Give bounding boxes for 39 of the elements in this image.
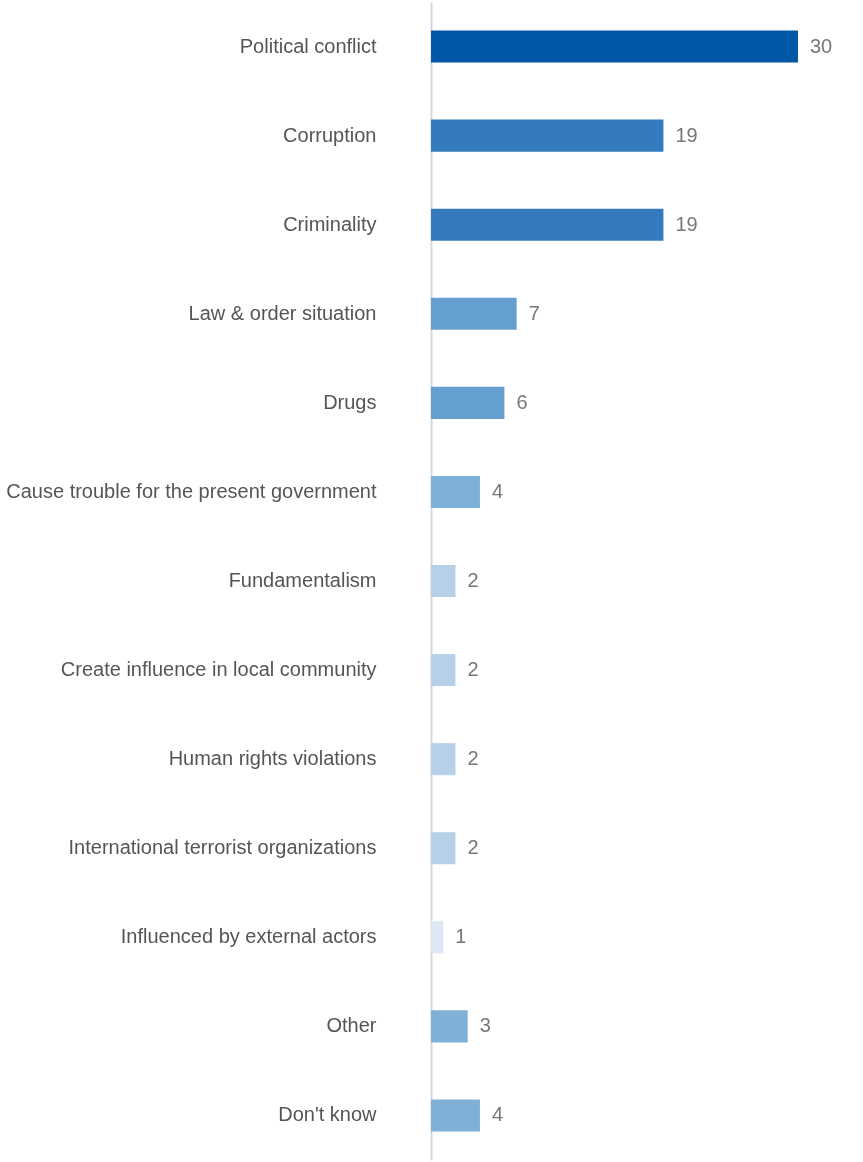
y-tick-label: Other [326, 1014, 377, 1037]
y-tick-label: Don't know [278, 1103, 378, 1126]
y-tick-label: Influenced by external actors [120, 925, 377, 948]
y-tick-label: Drugs [323, 390, 377, 413]
data-label: 2 [467, 658, 479, 681]
y-tick-label: Fundamentalism [228, 569, 377, 591]
bar [431, 654, 456, 687]
data-label: 2 [467, 747, 479, 770]
bar [431, 30, 798, 63]
data-label: 7 [528, 301, 540, 324]
data-label: 2 [467, 836, 479, 859]
y-tick-label: Law & order situation [188, 301, 377, 324]
bar [431, 1010, 468, 1043]
bar [431, 1099, 480, 1132]
bar [431, 475, 480, 508]
data-label: 2 [467, 569, 479, 591]
data-label: 30 [810, 34, 833, 57]
data-label: 19 [675, 123, 698, 146]
data-label: 19 [675, 212, 698, 235]
data-label: 3 [479, 1014, 491, 1037]
bar [431, 564, 456, 598]
y-tick-label: Cause trouble for the present government [6, 479, 377, 502]
bar [431, 921, 444, 954]
data-label: 4 [491, 479, 504, 502]
data-label: 6 [516, 390, 528, 413]
bar [431, 208, 664, 241]
y-tick-label: Criminality [283, 212, 377, 235]
y-tick-label: Corruption [283, 123, 377, 146]
bar [431, 743, 456, 776]
y-tick-label: Human rights violations [168, 747, 377, 770]
y-tick-label: International terrorist organizations [68, 836, 377, 859]
bar [431, 297, 517, 330]
bar [431, 119, 664, 152]
y-tick-label: Create influence in local community [60, 658, 377, 681]
data-label: 4 [491, 1103, 504, 1126]
bar [431, 386, 505, 419]
data-label: 1 [455, 925, 467, 948]
bar [431, 832, 456, 865]
y-tick-label: Political conflict [239, 34, 377, 57]
